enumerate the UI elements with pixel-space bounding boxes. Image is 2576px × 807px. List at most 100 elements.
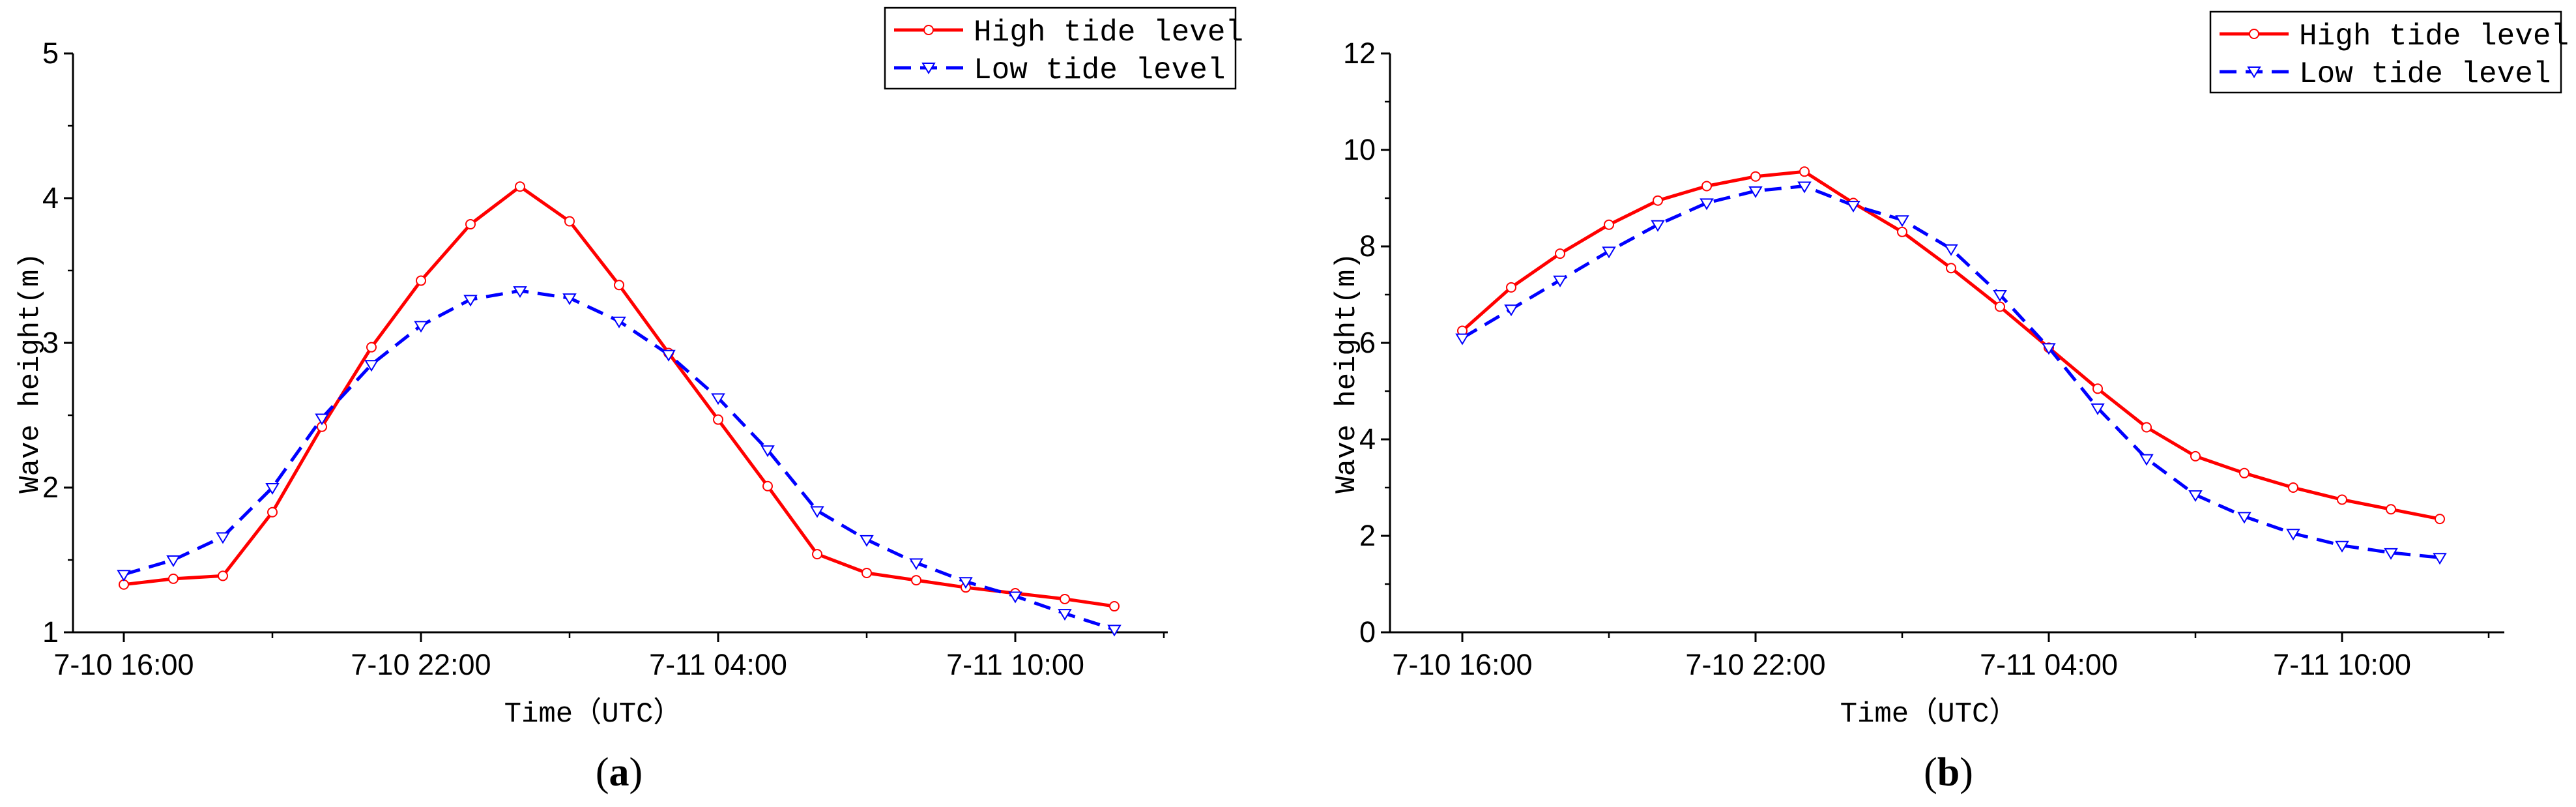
chart-a-point-high xyxy=(911,575,921,586)
chart-b-point-high xyxy=(2141,422,2152,433)
chart-b-point-low xyxy=(2188,490,2203,503)
chart-b-x-tick-label: 7-10 16:00 xyxy=(1392,648,1532,681)
chart-b-point-low xyxy=(2139,454,2154,466)
chart-b-point-low xyxy=(1651,220,1665,232)
chart-a-legend-box xyxy=(884,7,1237,90)
chart-b-y-tick-label: 2 xyxy=(1359,519,1376,552)
chart-b-xlabel: Time（UTC） xyxy=(1840,697,2018,731)
chart-a-legend: High tide level Low tide level xyxy=(884,7,1243,90)
chart-b-point-low xyxy=(1895,215,1909,227)
chart-a-point-high xyxy=(267,506,278,518)
chart-b-point-high xyxy=(2337,494,2347,505)
chart-b: Wave height(m) Time（UTC） (b) 0 2 4 6 8 10 12 7-… xyxy=(1331,10,2569,795)
chart-b-point-high xyxy=(1897,226,1907,237)
chart-b-point-low xyxy=(2335,540,2349,553)
chart-a-point-low xyxy=(216,532,230,544)
chart-a-point-low xyxy=(909,558,923,570)
chart-b-x-tick-label: 7-11 10:00 xyxy=(2273,648,2411,681)
chart-a-point-low xyxy=(1008,591,1022,604)
chart-b-point-low xyxy=(2091,403,2105,415)
chart-b-y-tick-label: 4 xyxy=(1359,422,1376,456)
chart-a-point-high xyxy=(218,570,228,581)
chart-a-point-high xyxy=(614,280,624,291)
chart-a-legend-low-label: Low tide level xyxy=(974,53,1225,87)
chart-b-point-high xyxy=(2435,514,2445,525)
chart-a-point-high xyxy=(1060,593,1070,604)
chart-a-point-high xyxy=(465,218,476,229)
chart-b-panel-label: (b) xyxy=(1924,750,1973,795)
chart-a-point-low xyxy=(860,535,874,547)
chart-a-point-low xyxy=(959,577,973,589)
chart-b-point-high xyxy=(1555,248,1565,259)
chart-b-point-low xyxy=(1748,186,1763,198)
chart-b-point-low xyxy=(2237,512,2251,524)
chart-b-point-low xyxy=(1846,201,1860,213)
chart-b-y-tick-label: 10 xyxy=(1343,133,1376,166)
chart-b-point-low xyxy=(1944,244,1958,256)
chart-b-point-high xyxy=(2288,482,2298,493)
chart-a-point-high xyxy=(812,549,822,560)
chart-a-point-low xyxy=(513,286,527,299)
chart-a-point-high xyxy=(168,573,179,584)
chart-a-y-tick-label: 4 xyxy=(42,181,59,214)
chart-b-x-tick-label: 7-10 22:00 xyxy=(1685,648,1825,681)
chart-a-point-low xyxy=(265,483,280,495)
chart-b-point-high xyxy=(1799,166,1810,177)
chart-b-y-tick-label: 12 xyxy=(1343,37,1376,70)
chart-b-legend-low-label: Low tide level xyxy=(2299,57,2551,91)
chart-b-point-high xyxy=(1701,181,1712,192)
chart-a-y-tick-label: 1 xyxy=(42,615,59,649)
chart-b-point-low xyxy=(1700,198,1714,211)
chart-b-point-low xyxy=(2042,343,2056,355)
chart-b-point-high xyxy=(2386,504,2396,515)
chart-b-series-low-line xyxy=(1461,184,2440,559)
chart-a-series-high-line xyxy=(123,184,1115,608)
chart-a-point-low xyxy=(166,555,181,567)
chart-a-y-tick-label: 3 xyxy=(42,326,59,359)
chart-b-point-low xyxy=(1602,246,1616,259)
chart-a-panel-label: (a) xyxy=(596,750,643,795)
chart-a-point-high xyxy=(762,480,773,492)
chart-a-point-low xyxy=(117,570,131,582)
chart-b-legend-box xyxy=(2209,10,2562,94)
chart-a-point-high xyxy=(416,275,426,286)
chart-b-point-low xyxy=(2433,553,2447,565)
chart-b-point-high xyxy=(1506,282,1516,293)
chart-b-point-high xyxy=(2190,450,2201,462)
chart-a-ylabel: Wave height(m) xyxy=(14,252,47,493)
chart-b-point-high xyxy=(1946,263,1956,274)
chart-b-x-tick-label: 7-11 04:00 xyxy=(1980,648,2118,681)
chart-b-point-low xyxy=(1455,333,1469,345)
chart-a-point-low xyxy=(711,393,725,405)
chart-a-x-tick-label: 7-11 10:00 xyxy=(946,648,1084,681)
chart-a-point-low xyxy=(1107,624,1122,637)
chart-a-legend-high-label: High tide level xyxy=(974,16,1243,50)
chart-b-point-high xyxy=(1750,171,1761,182)
chart-a-point-high xyxy=(564,216,575,227)
chart-a-xlabel: Time（UTC） xyxy=(504,697,682,731)
chart-b-ylabel: Wave height(m) xyxy=(1331,252,1363,493)
chart-b-point-low xyxy=(2286,529,2300,541)
chart-b-y-tick-label: 6 xyxy=(1359,326,1376,359)
chart-a-legend-low-marker xyxy=(921,63,936,74)
chart-a-point-high xyxy=(515,181,525,192)
chart-a-point-low xyxy=(1058,609,1072,621)
chart-b-legend-high-marker xyxy=(2249,29,2259,39)
chart-a-y-tick-label: 5 xyxy=(42,37,59,70)
chart-b-point-high xyxy=(1653,195,1663,206)
chart-a-legend-high-marker xyxy=(923,25,934,35)
chart-b-legend-high-label: High tide level xyxy=(2299,20,2569,53)
chart-a: Wave height(m) Time（UTC） (a) 1 2 3 4 5 7-10 1… xyxy=(14,7,1243,795)
chart-a-point-high xyxy=(713,414,723,425)
chart-b-point-low xyxy=(1797,181,1812,194)
chart-a-point-low xyxy=(315,413,329,426)
chart-a-y-tick-label: 2 xyxy=(42,471,59,504)
chart-b-point-low xyxy=(1993,290,2007,302)
chart-a-point-low xyxy=(364,360,379,372)
chart-b-point-low xyxy=(2384,548,2398,560)
chart-a-point-low xyxy=(414,321,428,333)
chart-a-point-low xyxy=(661,349,676,362)
chart-a-x-tick-label: 7-10 22:00 xyxy=(351,648,491,681)
chart-b-legend-low-marker xyxy=(2247,66,2261,78)
